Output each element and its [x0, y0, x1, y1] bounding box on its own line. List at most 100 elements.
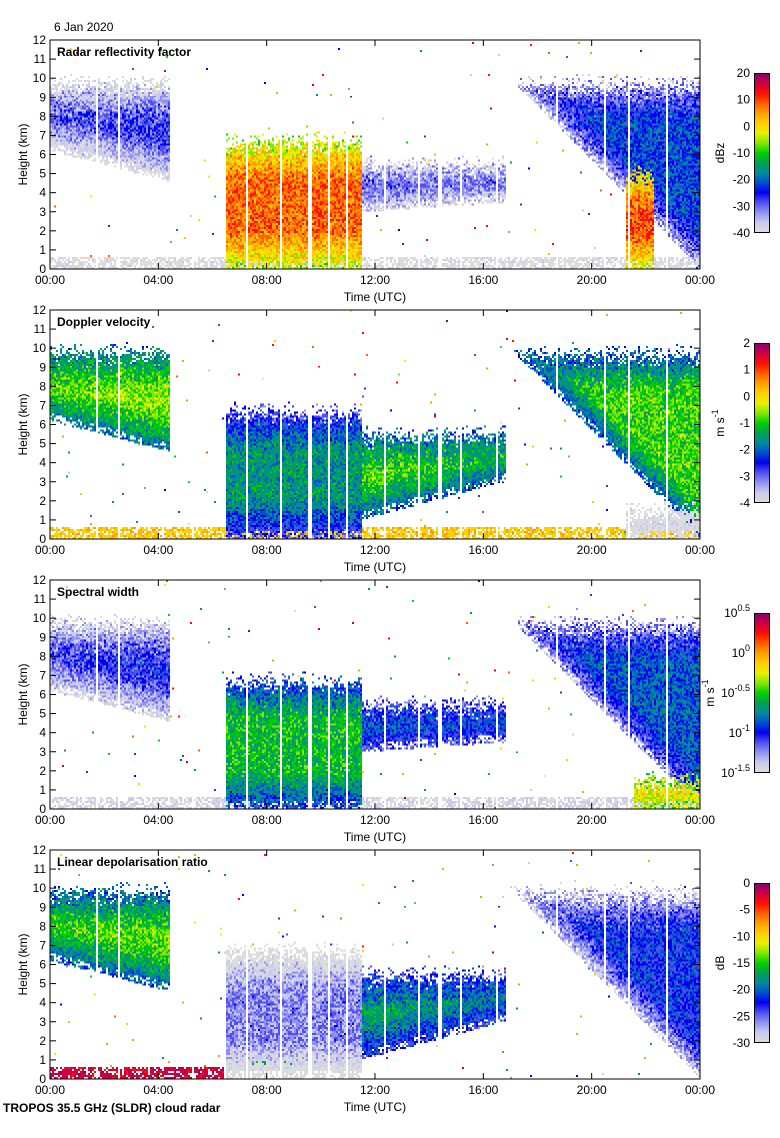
colorbar-tick-label: 2 [743, 336, 750, 350]
colorbar-tick-exponent: 0 [745, 643, 750, 653]
x-axis-label: Time (UTC) [344, 830, 406, 844]
y-tick-label: 0 [39, 262, 46, 276]
x-tick-label: 08:00 [252, 543, 282, 557]
colorbar-tick-label: -30 [733, 199, 751, 213]
y-tick-label: 1 [39, 783, 46, 797]
x-axis-label: Time (UTC) [344, 1100, 406, 1114]
x-tick-label: 12:00 [360, 813, 390, 827]
instrument-caption: TROPOS 35.5 GHz (SLDR) cloud radar [3, 1101, 221, 1115]
y-tick-label: 2 [39, 764, 46, 778]
y-tick-label: 3 [39, 1015, 46, 1029]
x-tick-label: 00:00 [35, 543, 65, 557]
y-tick-label: 11 [34, 52, 47, 66]
y-tick-label: 6 [39, 148, 46, 162]
y-tick-label: 7 [39, 938, 46, 952]
x-tick-label: 08:00 [252, 1083, 282, 1097]
colorbar-tick-label: 10 [737, 93, 751, 107]
reflectivity-field [50, 40, 700, 269]
panel-title-ldr: Linear depolarisation ratio [57, 855, 208, 869]
plot-frame [49, 309, 701, 540]
y-tick-label: 0 [39, 532, 46, 546]
x-tick-label: 08:00 [252, 273, 282, 287]
x-tick-label: 04:00 [143, 543, 173, 557]
y-tick-label: 4 [39, 996, 46, 1010]
x-tick-label: 16:00 [468, 543, 498, 557]
colorbar-tick-label: -10 [733, 146, 751, 160]
colorbar-tick-label: 10-0.5 [721, 683, 750, 700]
y-tick-label: 0 [39, 802, 46, 816]
y-tick-label: 12 [33, 303, 47, 317]
colorbar-label: m s-1 [700, 679, 717, 706]
y-axis-label: Height (km) [16, 393, 30, 455]
spectral-width-colorbar [754, 613, 770, 773]
x-tick-label: 16:00 [468, 813, 498, 827]
panel-spectral-width: 0 1 2 3 4 5 6 7 8 9 10 11 12 Height (km) 00:00 04:00 08:… [0, 573, 780, 850]
colorbar-label: dB [713, 956, 727, 971]
colorbar-tick-label: -5 [739, 903, 750, 917]
colorbar-tick-label: -25 [733, 1009, 751, 1023]
y-tick-label: 10 [33, 881, 47, 895]
y-tick-label: 12 [33, 33, 47, 47]
colorbar-tick-label: -15 [733, 956, 751, 970]
plot-frame [49, 39, 701, 270]
y-tick-label: 10 [33, 611, 47, 625]
x-tick-label: 00:00 [685, 813, 715, 827]
colorbar-tick-label: -4 [739, 496, 750, 510]
y-tick-label: 3 [39, 205, 46, 219]
colorbar-label-exponent: -1 [710, 409, 720, 417]
colorbar-tick-label: -20 [733, 173, 751, 187]
y-tick-label: 10 [33, 341, 47, 355]
colorbar-tick-label: 20 [737, 66, 751, 80]
colorbar-label: m s-1 [710, 409, 727, 436]
y-tick-label: 5 [39, 707, 46, 721]
date-label: 6 Jan 2020 [54, 20, 114, 34]
x-tick-label: 16:00 [468, 273, 498, 287]
x-tick-label: 08:00 [252, 813, 282, 827]
panel-title-doppler-velocity: Doppler velocity [57, 315, 151, 329]
y-tick-label: 11 [34, 322, 47, 336]
y-tick-label: 8 [39, 919, 46, 933]
x-tick-label: 00:00 [35, 1083, 65, 1097]
y-tick-label: 8 [39, 109, 46, 123]
y-tick-label: 8 [39, 379, 46, 393]
x-tick-label: 12:00 [360, 273, 390, 287]
y-tick-label: 1 [39, 1053, 46, 1067]
ldr-field [50, 850, 700, 1079]
y-tick-label: 11 [34, 862, 47, 876]
colorbar-tick-label: -30 [733, 1036, 751, 1050]
reflectivity-colorbar [754, 73, 770, 233]
y-tick-label: 2 [39, 224, 46, 238]
y-tick-label: 1 [39, 513, 46, 527]
y-tick-label: 9 [39, 90, 46, 104]
x-tick-label: 00:00 [35, 813, 65, 827]
y-axis-label: Height (km) [16, 933, 30, 995]
y-tick-label: 6 [39, 958, 46, 972]
x-tick-label: 00:00 [685, 273, 715, 287]
x-axis-label: Time (UTC) [344, 290, 406, 304]
x-tick-label: 20:00 [577, 273, 607, 287]
colorbar-tick-label: 100 [732, 643, 750, 660]
plot-frame [49, 849, 701, 1080]
doppler-velocity-colorbar [754, 343, 770, 503]
ldr-colorbar [754, 883, 770, 1043]
colorbar-tick-label: 100.5 [724, 603, 750, 620]
y-tick-label: 2 [39, 494, 46, 508]
colorbar-tick-label: 0 [743, 119, 750, 133]
y-tick-label: 7 [39, 668, 46, 682]
y-tick-label: 12 [33, 843, 47, 857]
panel-title-spectral-width: Spectral width [57, 585, 140, 599]
y-axis-label: Height (km) [16, 123, 30, 185]
colorbar-tick-label: -10 [733, 929, 751, 943]
x-tick-label: 00:00 [685, 1083, 715, 1097]
y-tick-label: 6 [39, 688, 46, 702]
x-tick-label: 20:00 [577, 543, 607, 557]
colorbar-tick-label: -3 [739, 469, 750, 483]
x-tick-label: 20:00 [577, 813, 607, 827]
y-tick-label: 3 [39, 475, 46, 489]
colorbar-tick-label: -40 [733, 226, 751, 240]
y-tick-label: 10 [33, 71, 47, 85]
y-axis-label: Height (km) [16, 663, 30, 725]
x-tick-label: 20:00 [577, 1083, 607, 1097]
